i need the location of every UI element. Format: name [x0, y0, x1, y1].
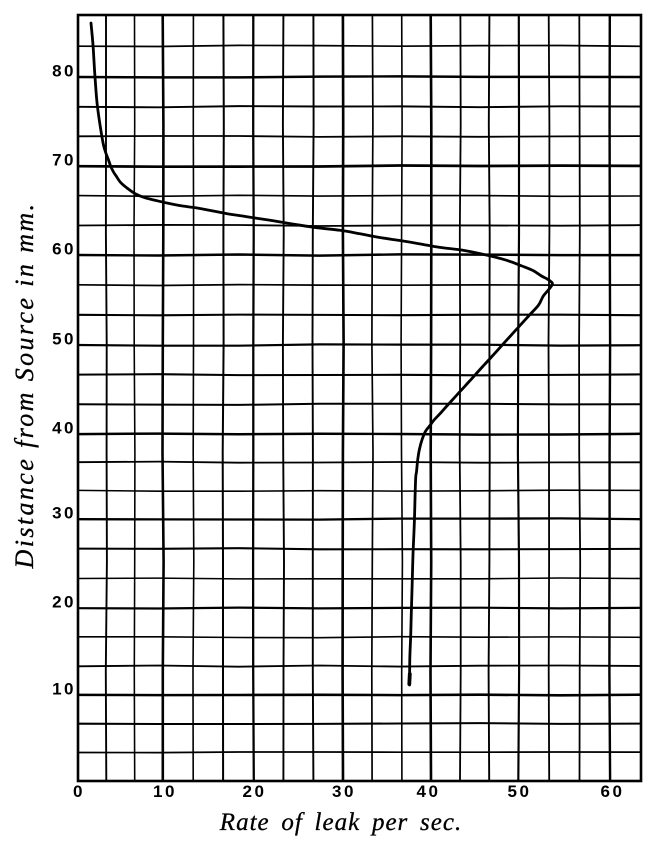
svg-text:50: 50 — [52, 330, 76, 349]
svg-text:30: 30 — [52, 504, 76, 523]
svg-text:30: 30 — [332, 782, 356, 801]
svg-text:0: 0 — [73, 782, 85, 801]
svg-text:60: 60 — [601, 782, 625, 801]
svg-text:70: 70 — [52, 151, 76, 170]
svg-text:80: 80 — [52, 62, 76, 81]
svg-text:40: 40 — [52, 419, 76, 438]
svg-text:50: 50 — [508, 782, 532, 801]
svg-text:60: 60 — [52, 240, 76, 259]
svg-text:10: 10 — [52, 680, 76, 699]
svg-text:40: 40 — [417, 782, 441, 801]
svg-text:20: 20 — [52, 593, 76, 612]
svg-text:20: 20 — [243, 782, 267, 801]
svg-text:Rate of leak per sec.: Rate of leak per sec. — [219, 809, 462, 836]
svg-text:Distance from Source in mm.: Distance from Source in mm. — [10, 202, 39, 570]
svg-text:10: 10 — [153, 782, 177, 801]
